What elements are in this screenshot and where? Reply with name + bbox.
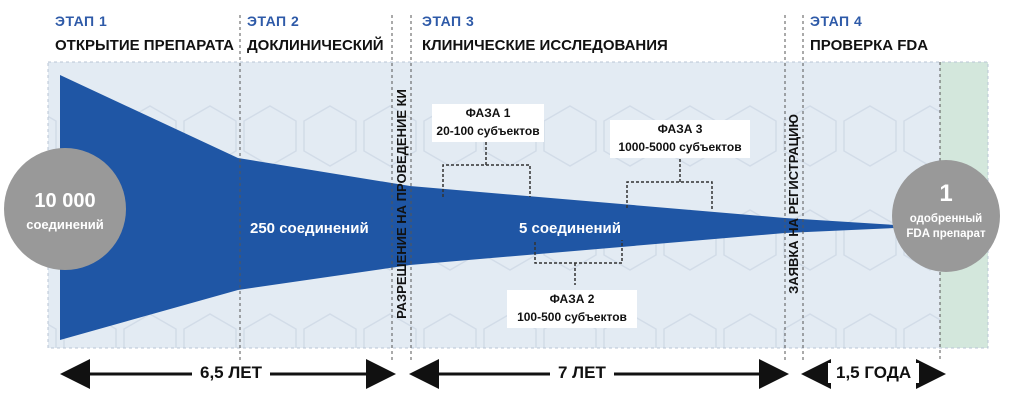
stage-1-number: ЭТАП 1	[55, 13, 108, 29]
stage-3-number: ЭТАП 3	[422, 13, 475, 29]
phase-2-box: ФАЗА 2 100-500 субъектов	[507, 290, 637, 328]
registration-application-label: ЗАЯВКА НА РЕГИСТРАЦИЮ	[786, 114, 801, 294]
stage-4-title: ПРОВЕРКА FDA	[810, 37, 929, 54]
duration-stage-3: 7 ЛЕТ	[550, 363, 614, 383]
preclinical-compounds-label: 250 соединений	[244, 218, 375, 239]
stage-3-title: КЛИНИЧЕСКИЕ ИССЛЕДОВАНИЯ	[422, 37, 668, 54]
stage-1-title: ОТКРЫТИЕ ПРЕПАРАТА	[55, 37, 235, 54]
phase-1-box: ФАЗА 1 20-100 субъектов	[432, 104, 544, 142]
end-count: 1	[939, 180, 953, 207]
phase-1-bracket	[442, 140, 531, 197]
phase-3-name: ФАЗА 3	[657, 122, 703, 136]
phase-3-bracket	[626, 157, 713, 210]
start-circle: 10 000 соединений	[4, 148, 126, 270]
clinical-compounds-label: 5 соединений	[505, 218, 636, 239]
duration-stage-4: 1,5 ГОДА	[828, 363, 920, 383]
funnel-shape	[60, 75, 895, 340]
start-count: 10 000	[34, 190, 96, 212]
end-circle: 1 одобренный FDA препарат	[892, 160, 1000, 272]
stage-2-number: ЭТАП 2	[247, 13, 300, 29]
phase-1-name: ФАЗА 1	[465, 106, 511, 120]
stage-4-number: ЭТАП 4	[810, 13, 863, 29]
phase-2-bracket	[534, 240, 623, 285]
phase-1-subjects: 20-100 субъектов	[436, 124, 540, 138]
phase-3-subjects: 1000-5000 субъектов	[618, 140, 742, 154]
end-label: одобренный FDA препарат	[906, 213, 986, 240]
phase-2-name: ФАЗА 2	[549, 292, 595, 306]
start-label: соединений	[26, 217, 104, 232]
duration-stage-1-2: 6,5 ЛЕТ	[192, 363, 271, 383]
phase-2-subjects: 100-500 субъектов	[517, 310, 627, 324]
trial-permission-label: РАЗРЕШЕНИЕ НА ПРОВЕДЕНИЕ КИ	[394, 89, 409, 319]
stage-2-title: ДОКЛИНИЧЕСКИЙ	[247, 37, 384, 54]
phase-3-box: ФАЗА 3 1000-5000 субъектов	[610, 120, 750, 158]
